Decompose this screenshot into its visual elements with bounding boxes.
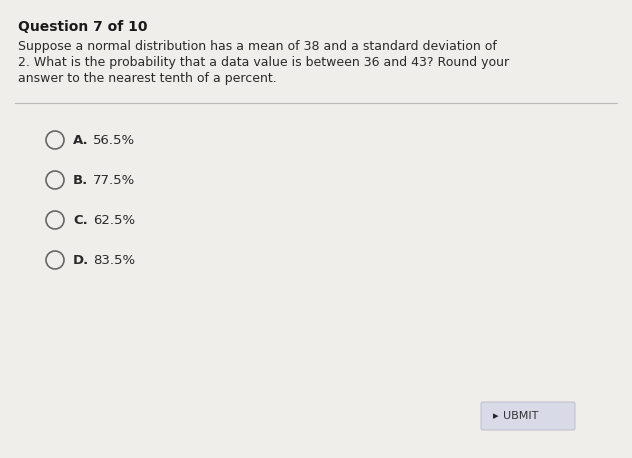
Text: UBMIT: UBMIT bbox=[503, 411, 538, 421]
Text: 83.5%: 83.5% bbox=[93, 253, 135, 267]
Text: ▸: ▸ bbox=[493, 411, 499, 421]
Text: Suppose a normal distribution has a mean of 38 and a standard deviation of: Suppose a normal distribution has a mean… bbox=[18, 40, 497, 53]
Text: 56.5%: 56.5% bbox=[93, 133, 135, 147]
Text: Question 7 of 10: Question 7 of 10 bbox=[18, 20, 147, 34]
Text: B.: B. bbox=[73, 174, 88, 186]
Text: answer to the nearest tenth of a percent.: answer to the nearest tenth of a percent… bbox=[18, 72, 277, 85]
Text: A.: A. bbox=[73, 133, 88, 147]
Text: 2. What is the probability that a data value is between 36 and 43? Round your: 2. What is the probability that a data v… bbox=[18, 56, 509, 69]
Text: 77.5%: 77.5% bbox=[93, 174, 135, 186]
Text: C.: C. bbox=[73, 213, 88, 227]
Text: 62.5%: 62.5% bbox=[93, 213, 135, 227]
FancyBboxPatch shape bbox=[481, 402, 575, 430]
Text: D.: D. bbox=[73, 253, 89, 267]
